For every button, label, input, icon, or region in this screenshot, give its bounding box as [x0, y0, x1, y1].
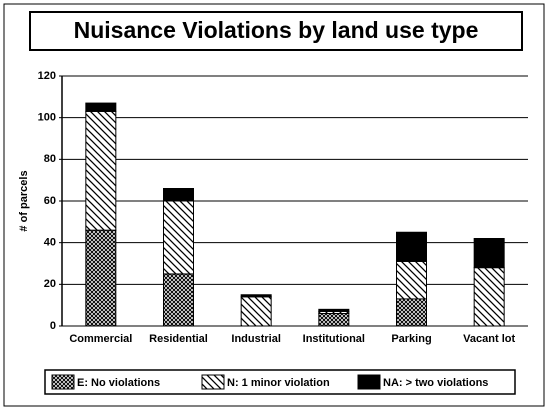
y-tick-label: 40	[44, 237, 56, 249]
bar-segment	[473, 267, 505, 327]
bar-segment	[240, 296, 272, 327]
bar-segment	[473, 238, 505, 269]
y-axis-label: # of parcels	[18, 170, 30, 231]
y-tick-label: 100	[38, 112, 56, 124]
x-tick-label: Industrial	[231, 333, 281, 345]
bar-segment	[163, 200, 194, 275]
x-tick-label: Institutional	[303, 333, 365, 345]
y-tick-label: 80	[44, 153, 56, 165]
bar-segment	[396, 298, 427, 327]
x-tick-label: Commercial	[69, 333, 132, 345]
y-tick-label: 120	[38, 70, 56, 82]
bar-segment	[318, 308, 350, 312]
legend-swatch	[201, 374, 225, 390]
legend-swatch	[357, 374, 381, 390]
bar-segment	[85, 102, 117, 112]
x-tick-label: Residential	[149, 333, 208, 345]
legend-swatch	[51, 374, 75, 390]
legend-label: NA: > two violations	[383, 377, 488, 389]
frame	[3, 3, 545, 407]
x-tick-label: Parking	[391, 333, 431, 345]
bar-segment	[163, 188, 194, 202]
y-tick-label: 0	[50, 320, 56, 332]
bar-segment	[85, 229, 117, 327]
bar-segment	[85, 110, 117, 231]
bar-segment	[396, 260, 427, 300]
bar-segment	[318, 313, 350, 327]
bar-segment	[163, 273, 194, 327]
chart-title: Nuisance Violations by land use type	[74, 17, 479, 43]
legend-label: E: No violations	[77, 377, 160, 389]
y-tick-label: 20	[44, 278, 56, 290]
bar-segment	[240, 294, 272, 298]
bar-segment	[396, 231, 427, 262]
legend-box	[44, 369, 516, 395]
legend-label: N: 1 minor violation	[227, 377, 330, 389]
x-tick-label: Vacant lot	[463, 333, 515, 345]
title-box	[29, 11, 523, 51]
y-tick-label: 60	[44, 195, 56, 207]
